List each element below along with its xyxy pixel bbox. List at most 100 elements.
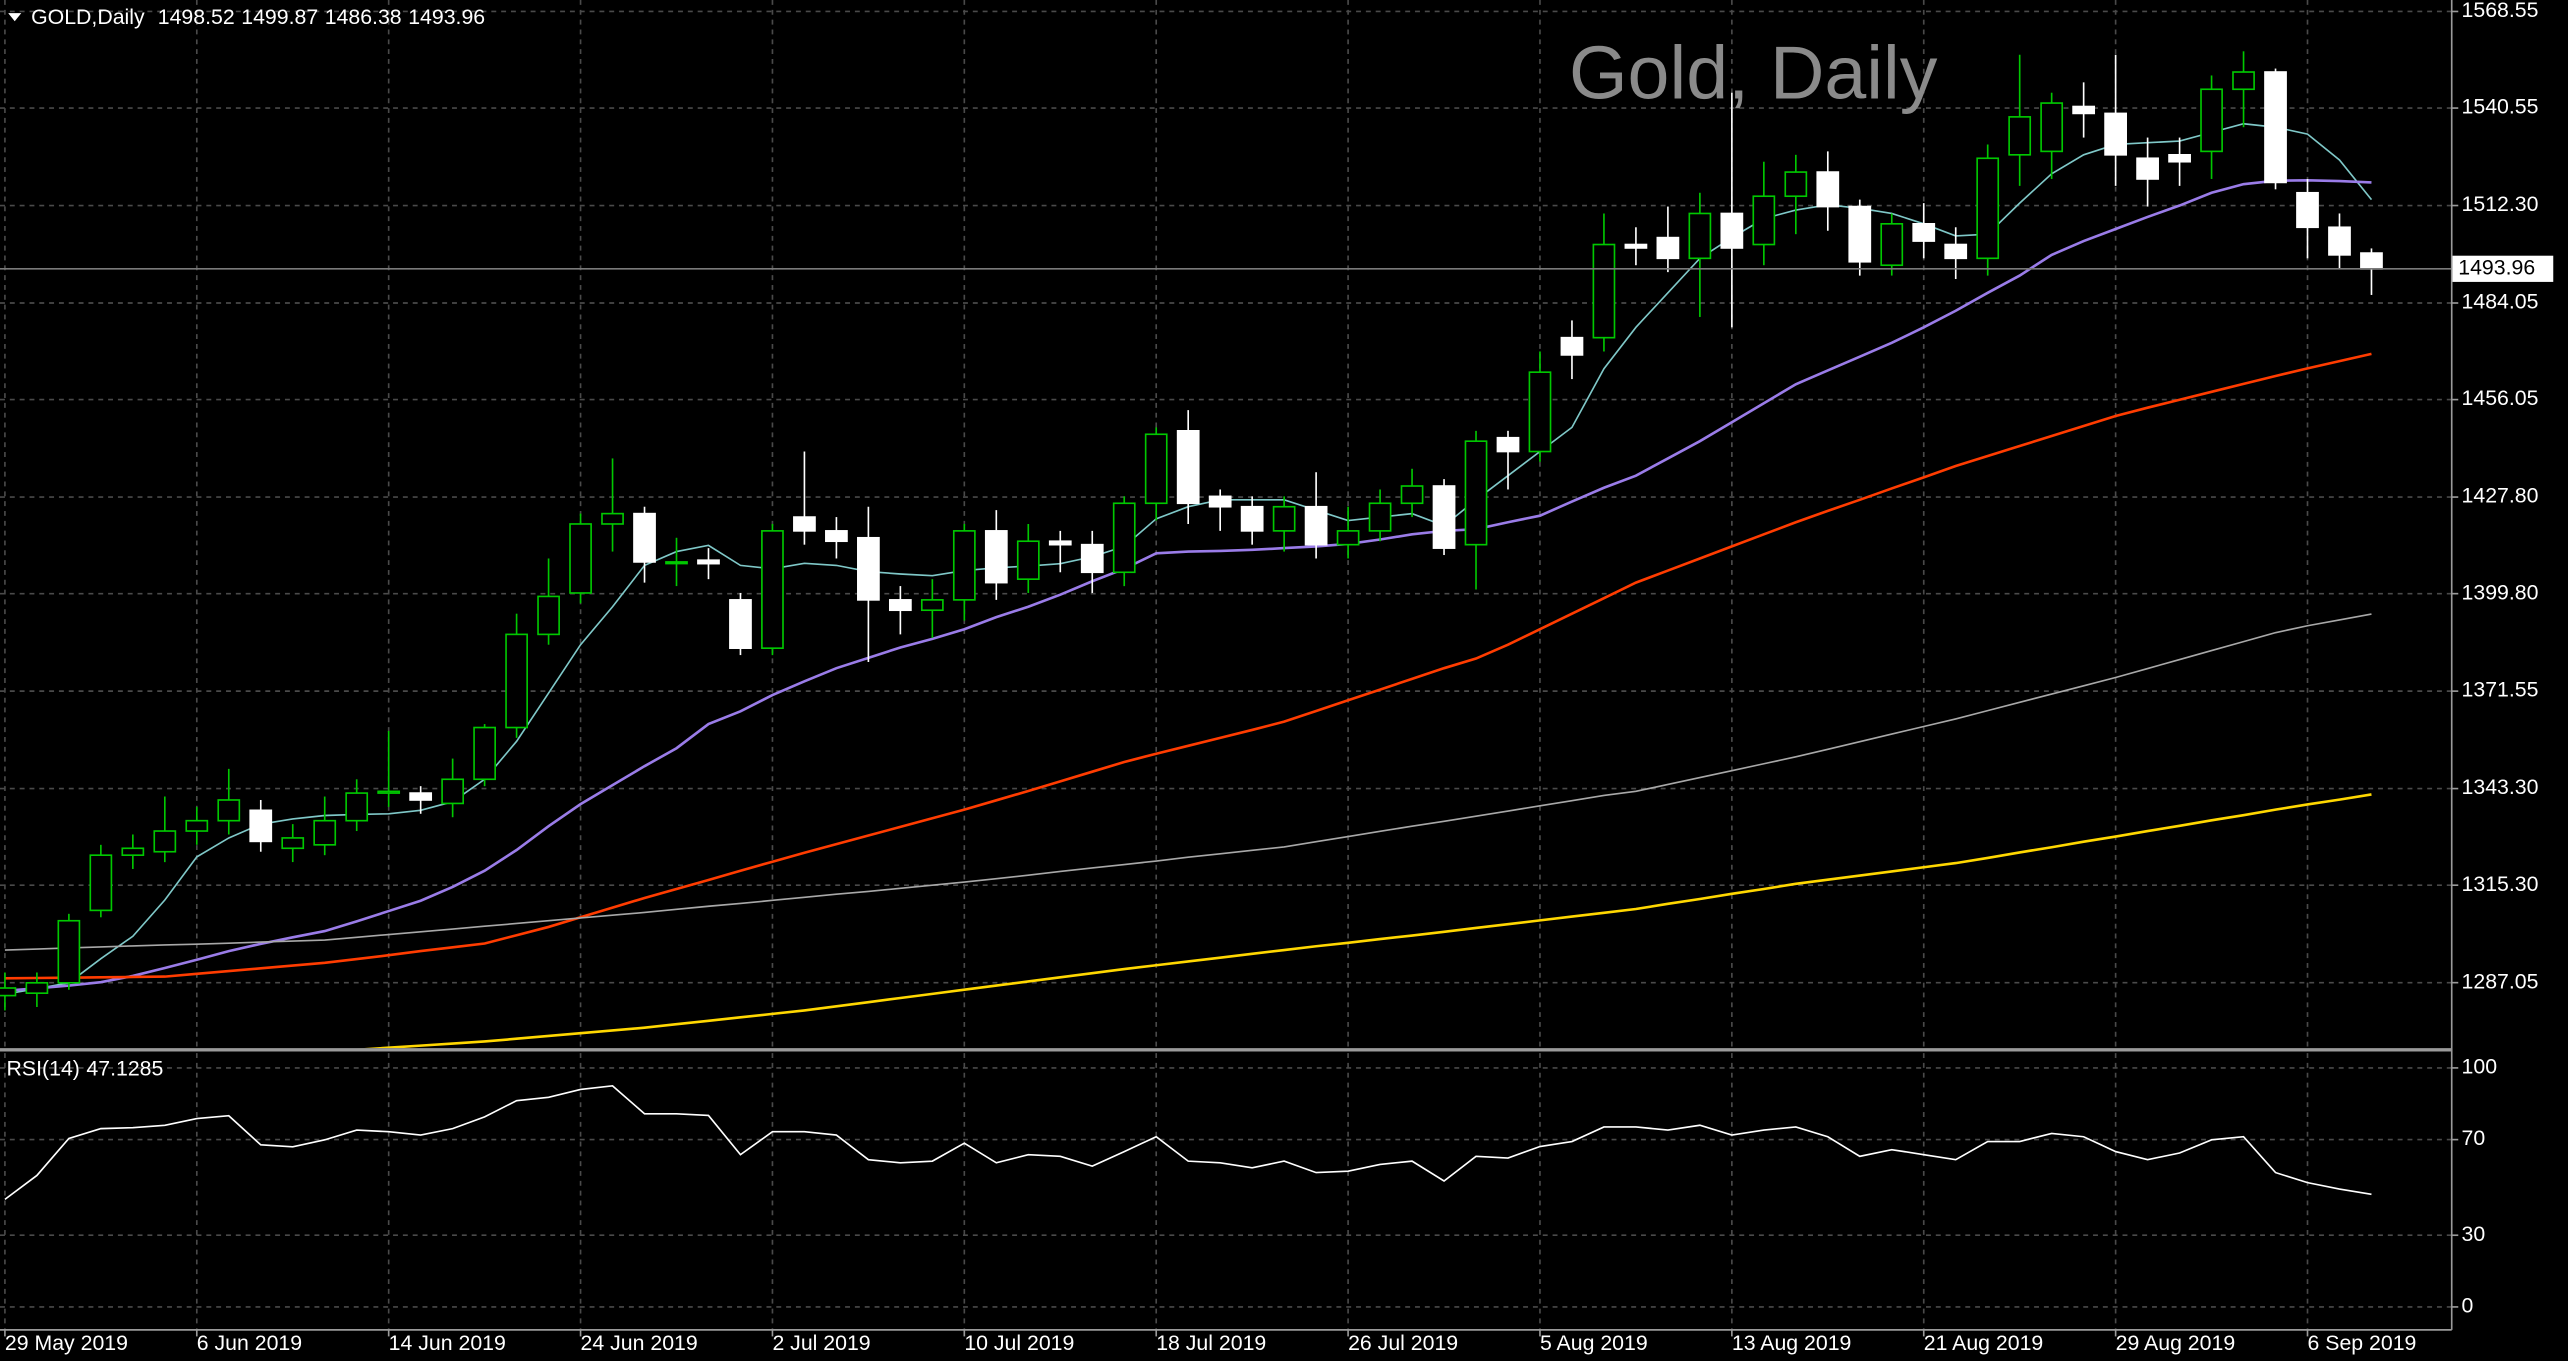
- candle-body: [952, 530, 976, 601]
- x-tick-label: 29 May 2019: [5, 1331, 128, 1355]
- candle-body: [1496, 436, 1520, 453]
- candle-body: [1016, 540, 1040, 580]
- candle-body: [1400, 485, 1424, 505]
- x-tick-label: 18 Jul 2019: [1156, 1331, 1266, 1355]
- candle-body: [1272, 505, 1296, 532]
- candle-body: [1656, 236, 1680, 260]
- rsi-line: [4, 1084, 2372, 1201]
- x-tick-label: 13 Aug 2019: [1732, 1331, 1852, 1355]
- rsi-header: RSI(14) 47.1285: [7, 1056, 164, 1080]
- y-tick-label: 1540.55: [2462, 95, 2539, 119]
- candle-body: [2040, 102, 2064, 153]
- moving-average-line: [360, 793, 2372, 1049]
- candle-body: [1944, 243, 1968, 260]
- candle-body: [2072, 105, 2096, 115]
- candle-body: [1560, 336, 1584, 356]
- candle-body: [185, 819, 209, 832]
- header-close: 1493.96: [408, 5, 485, 29]
- candle-body: [1048, 540, 1072, 546]
- candle-body: [1880, 222, 1904, 267]
- candle-body: [2360, 252, 2383, 270]
- rsi-pane: [4, 1084, 2372, 1201]
- candle-body: [2008, 116, 2032, 156]
- y-tick-label: 1484.05: [2462, 290, 2539, 314]
- x-tick-label: 10 Jul 2019: [964, 1331, 1074, 1355]
- candle-body: [920, 599, 944, 612]
- candle-body: [825, 530, 848, 543]
- x-tick-label: 6 Sep 2019: [2308, 1331, 2417, 1355]
- candle-body: [0, 987, 17, 997]
- moving-average-line: [4, 179, 2372, 993]
- candle-body: [1528, 371, 1552, 453]
- candle-body: [857, 536, 880, 601]
- moving-average-line: [4, 352, 2372, 980]
- candle-body: [505, 633, 528, 729]
- symbol-header: GOLD,Daily 1498.52 1499.87 1486.38 1493.96: [31, 5, 485, 29]
- candle-body: [1368, 502, 1392, 532]
- candle-body: [1144, 433, 1168, 505]
- y-tick-label: 1371.55: [2462, 678, 2539, 702]
- candle-body: [441, 778, 465, 805]
- y-tick-label: 1399.80: [2462, 580, 2539, 604]
- candle-body: [2296, 191, 2319, 229]
- y-tick-label: 1427.80: [2462, 484, 2539, 508]
- candle-body: [1112, 502, 1136, 574]
- x-tick-label: 26 Jul 2019: [1348, 1331, 1458, 1355]
- candle-body: [121, 847, 145, 856]
- candle-body: [1208, 495, 1232, 508]
- candle-body: [2104, 112, 2127, 156]
- y-tick-label: 100: [2462, 1055, 2498, 1079]
- candle-body: [1304, 505, 1328, 546]
- candle-body: [761, 530, 784, 649]
- current-price-label: 1493.96: [2458, 255, 2535, 279]
- y-tick-label: 1315.30: [2462, 872, 2539, 896]
- y-tick-label: 1343.30: [2462, 775, 2539, 799]
- candle-body: [217, 799, 241, 822]
- candle-body: [537, 595, 560, 636]
- price-pane: [0, 51, 2452, 1049]
- watermark-title: Gold, Daily: [1569, 31, 1938, 115]
- candle-body: [1432, 485, 1456, 549]
- candle-body: [1976, 157, 2000, 260]
- candle-body: [1784, 171, 1808, 198]
- candle-body: [984, 530, 1008, 584]
- y-tick-label: 1287.05: [2462, 969, 2539, 993]
- x-tick-label: 2 Jul 2019: [772, 1331, 870, 1355]
- candle-body: [1624, 243, 1648, 249]
- x-tick-label: 29 Aug 2019: [2116, 1331, 2236, 1355]
- x-tick-label: 6 Jun 2019: [197, 1331, 302, 1355]
- candle-body: [377, 790, 401, 794]
- candle-body: [793, 516, 816, 532]
- candle-body: [665, 561, 688, 565]
- candle-body: [1080, 543, 1104, 574]
- header-open: 1498.52: [158, 5, 235, 29]
- candle-body: [153, 830, 177, 853]
- candle-body: [633, 512, 656, 563]
- candle-body: [1752, 195, 1776, 246]
- candle-body: [1592, 243, 1616, 339]
- y-tick-label: 1568.55: [2462, 0, 2539, 22]
- candle-body: [2168, 153, 2191, 163]
- candle-body: [25, 982, 49, 995]
- candle-body: [1464, 440, 1488, 546]
- candle-body: [729, 599, 752, 649]
- menu-triangle: [8, 13, 22, 22]
- candle-body: [1816, 171, 1840, 208]
- y-tick-label: 0: [2462, 1294, 2474, 1318]
- candle-body: [1912, 222, 1936, 242]
- candle-body: [2328, 226, 2351, 256]
- current-price-box: [2451, 255, 2554, 282]
- candle-body: [697, 559, 720, 565]
- candle-body: [57, 919, 81, 984]
- candle-body: [281, 837, 305, 850]
- moving-average-line: [4, 613, 2372, 951]
- header-low: 1486.38: [325, 5, 402, 29]
- header-high: 1499.87: [241, 5, 318, 29]
- candle-body: [313, 819, 337, 846]
- rsi-last: 47.1285: [86, 1056, 163, 1080]
- candle-body: [2136, 157, 2159, 180]
- candle-body: [2200, 88, 2223, 153]
- candle-body: [1336, 530, 1360, 546]
- rsi-title: RSI(14): [7, 1056, 80, 1080]
